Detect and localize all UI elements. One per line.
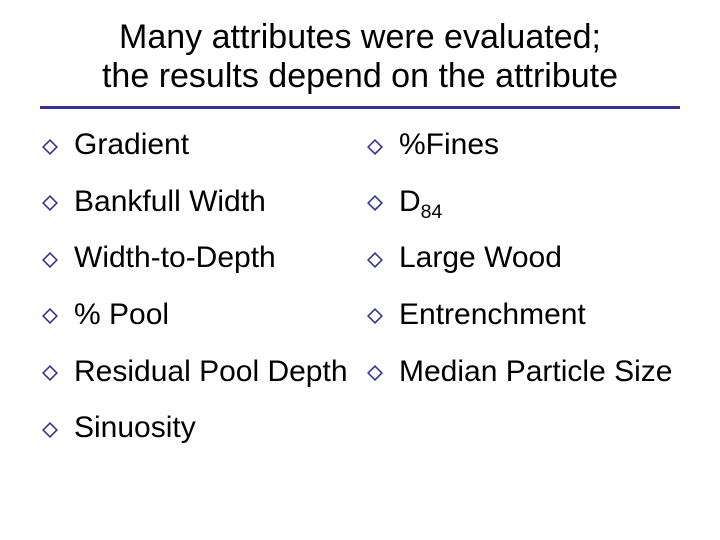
diamond-bullet-icon (367, 195, 383, 211)
subscript: 84 (421, 201, 443, 223)
list-item: Median Particle Size (365, 354, 680, 391)
item-text: Residual Pool Depth (74, 355, 348, 388)
title-line-2: the results depend on the attribute (102, 57, 618, 95)
slide: Many attributes were evaluated; the resu… (0, 0, 720, 540)
diamond-bullet-icon (367, 308, 383, 324)
content-columns: Gradient Bankfull Width Width-to-Depth %… (40, 127, 680, 467)
item-text: Bankfull Width (74, 185, 266, 218)
list-item: Entrenchment (365, 297, 680, 334)
diamond-bullet-icon (42, 139, 58, 155)
item-text: Median Particle Size (399, 355, 672, 388)
item-text: Width-to-Depth (74, 241, 276, 274)
diamond-bullet-icon (42, 252, 58, 268)
title-line-1: Many attributes were evaluated; (119, 18, 601, 56)
slide-title: Many attributes were evaluated; the resu… (40, 18, 680, 96)
left-column: Gradient Bankfull Width Width-to-Depth %… (40, 127, 355, 467)
diamond-bullet-icon (42, 422, 58, 438)
diamond-bullet-icon (367, 252, 383, 268)
list-item: D84 (365, 184, 680, 221)
right-column: %Fines D84 Large Wood Entrenchment Media… (365, 127, 680, 467)
list-item: % Pool (40, 297, 355, 334)
list-item: Sinuosity (40, 410, 355, 447)
diamond-bullet-icon (367, 139, 383, 155)
list-item: Width-to-Depth (40, 240, 355, 277)
title-underline (40, 106, 680, 109)
list-item: Residual Pool Depth (40, 354, 355, 391)
item-text: D (399, 185, 421, 218)
list-item: %Fines (365, 127, 680, 164)
diamond-bullet-icon (42, 195, 58, 211)
diamond-bullet-icon (367, 365, 383, 381)
item-text: %Fines (399, 128, 499, 161)
list-item: Large Wood (365, 240, 680, 277)
list-item: Gradient (40, 127, 355, 164)
diamond-bullet-icon (42, 365, 58, 381)
right-list: %Fines D84 Large Wood Entrenchment Media… (365, 127, 680, 390)
left-list: Gradient Bankfull Width Width-to-Depth %… (40, 127, 355, 447)
item-text: Sinuosity (74, 411, 196, 444)
item-text: Entrenchment (399, 298, 586, 331)
diamond-bullet-icon (42, 308, 58, 324)
item-text: Large Wood (399, 241, 562, 274)
list-item: Bankfull Width (40, 184, 355, 221)
item-text: % Pool (74, 298, 169, 331)
item-text: Gradient (74, 128, 189, 161)
